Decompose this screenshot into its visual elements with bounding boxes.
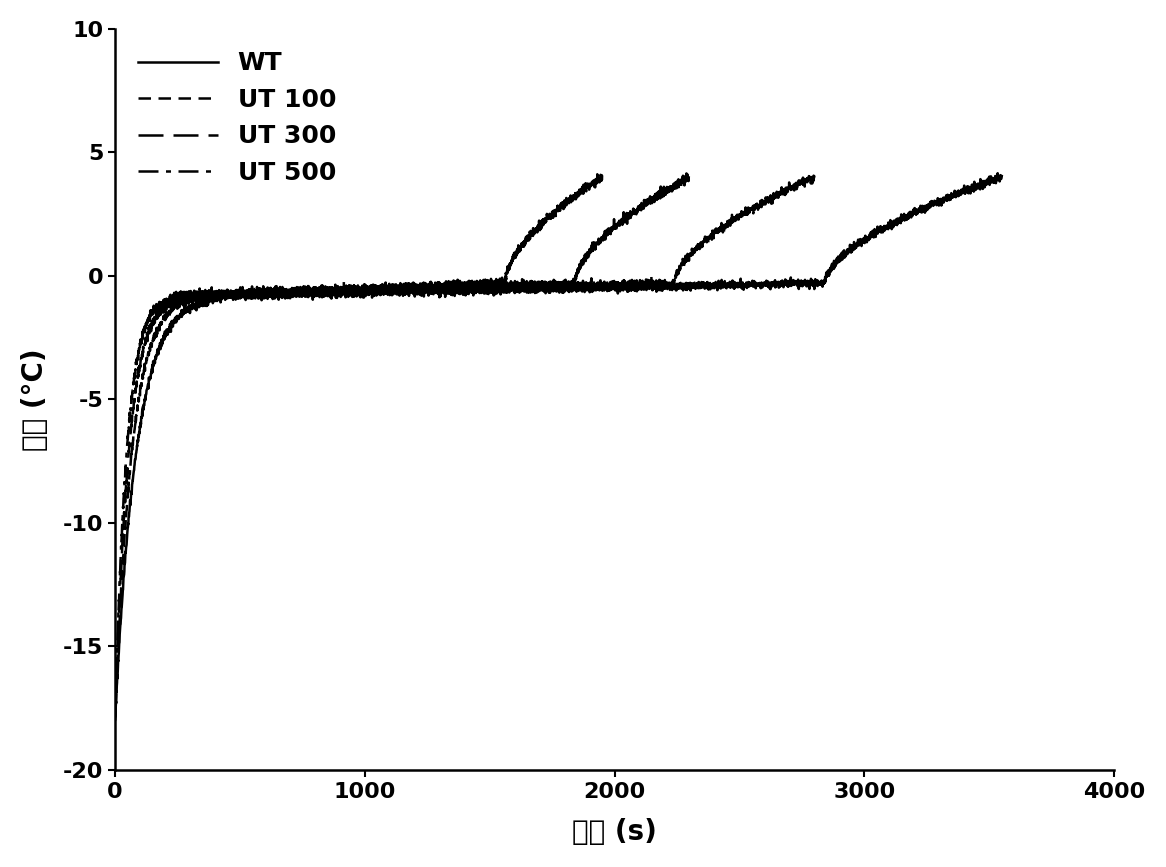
UT 300 xyxy=(665,181,679,192)
UT 100 xyxy=(407,286,421,297)
UT 500 xyxy=(590,169,604,179)
UT 300 xyxy=(108,712,122,722)
UT 500 xyxy=(462,278,476,289)
UT 300 xyxy=(381,283,395,293)
Line: UT 300: UT 300 xyxy=(115,173,689,717)
WT xyxy=(487,290,501,300)
Line: WT: WT xyxy=(115,173,1002,717)
WT xyxy=(108,712,122,722)
Line: UT 500: UT 500 xyxy=(115,174,602,720)
WT xyxy=(529,287,543,297)
UT 300 xyxy=(680,168,694,179)
UT 100 xyxy=(807,173,821,183)
WT xyxy=(995,171,1009,181)
X-axis label: 时间 (s): 时间 (s) xyxy=(573,818,656,846)
Y-axis label: 温度 (°C): 温度 (°C) xyxy=(21,348,49,451)
UT 500 xyxy=(108,715,122,726)
UT 100 xyxy=(807,168,821,179)
UT 100 xyxy=(402,284,416,295)
UT 100 xyxy=(441,284,455,295)
Line: UT 100: UT 100 xyxy=(115,173,814,721)
WT xyxy=(968,183,982,193)
UT 300 xyxy=(350,288,364,298)
UT 500 xyxy=(595,175,609,186)
UT 500 xyxy=(339,282,353,292)
Legend: WT, UT 100, UT 300, UT 500: WT, UT 100, UT 300, UT 500 xyxy=(127,42,346,195)
UT 500 xyxy=(316,286,330,297)
UT 300 xyxy=(354,284,368,295)
WT xyxy=(480,286,494,297)
UT 100 xyxy=(786,181,800,192)
WT xyxy=(923,202,937,212)
WT xyxy=(108,712,122,722)
UT 500 xyxy=(312,286,326,297)
UT 100 xyxy=(751,205,765,215)
UT 300 xyxy=(526,280,540,290)
UT 500 xyxy=(580,182,593,192)
UT 300 xyxy=(682,173,696,184)
WT xyxy=(752,280,766,290)
UT 500 xyxy=(556,202,570,212)
UT 100 xyxy=(108,716,122,727)
WT xyxy=(991,168,1005,179)
UT 100 xyxy=(616,279,630,290)
UT 300 xyxy=(637,202,651,212)
